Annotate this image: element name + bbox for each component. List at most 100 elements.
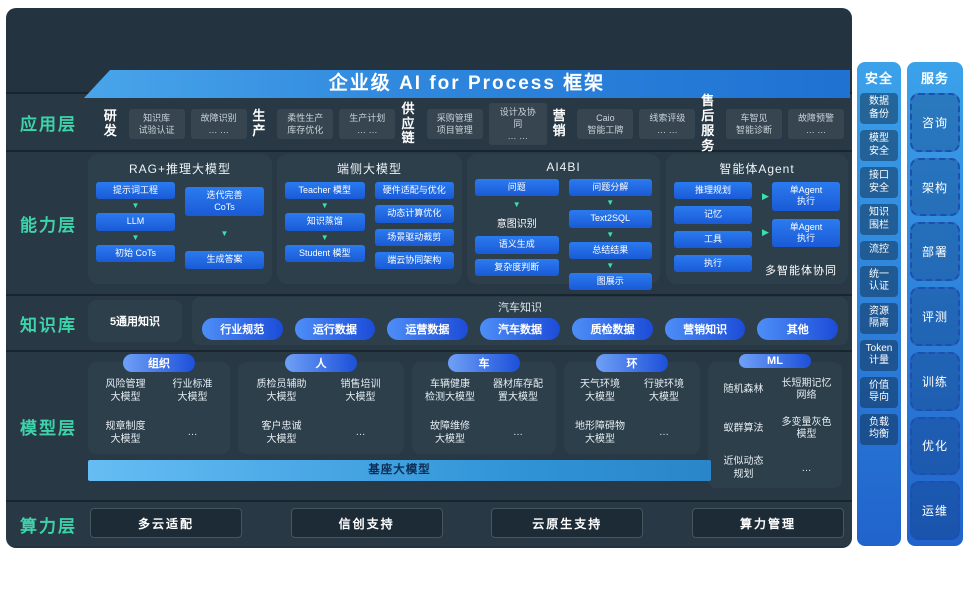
capability-box-rag: RAG+推理大模型 提示词工程 ▼ LLM ▼ 初始 CoTs 迭代完善 CoTs ▼ 生成… xyxy=(88,154,272,284)
model-group-header: ML xyxy=(739,354,811,368)
flow-step-box: 执行 xyxy=(674,254,752,272)
model-layer-row: 组织风险管理 大模型 行业标准 大模型规章制度 大模型 … 人质检员辅助 大模型 销售培… xyxy=(88,354,848,488)
flow-step-box: 端云协同架构 xyxy=(374,251,454,269)
app-item-chip: 故障识别 … … xyxy=(190,108,247,140)
foundation-model-bar: 基座大模型 xyxy=(88,460,711,481)
edge-right-list: 硬件适配与优化 动态计算优化 场景驱动裁剪 端云协同架构 xyxy=(374,182,454,274)
app-item-chip: 设计及协同 … … xyxy=(488,102,547,146)
app-item-chip: 线索评级 … … xyxy=(639,108,696,140)
model-item: 车辆健康 检测大模型 xyxy=(425,379,475,403)
security-item-chip: 统一 认证 xyxy=(860,265,898,297)
flow-step-box: 知识蒸馏 xyxy=(285,213,365,231)
app-group: 营销 Caio 智能工牌 线索评级 … … xyxy=(547,108,696,140)
model-group-box: 环天气环境 大模型 行驶环境 大模型 地形障碍物 大模型… xyxy=(564,354,700,454)
ai4bi-step: 问题 xyxy=(475,179,559,197)
service-item-chip: 训练 xyxy=(910,351,960,411)
app-group: 供应 链采购管理 项目管理 设计及协同 … … xyxy=(395,101,547,147)
layer-label-capability: 能力层 xyxy=(20,216,77,235)
agent-exec-row: ▶ 单Agent 执行 xyxy=(762,218,840,247)
model-item: 近似动态 规划 xyxy=(723,456,764,480)
flow-step-box: 迭代完善 CoTs xyxy=(185,187,264,216)
model-item: 客户忠诚 大模型 xyxy=(261,421,302,445)
security-sidebar: 安全 数据 备份 模型 安全 接口 安全 知识 围栏 流控 统一 认证 资源 隔离 Token… xyxy=(857,62,901,546)
service-item-chip: 咨询 xyxy=(910,93,960,152)
app-item-chip: 生产计划 … … xyxy=(339,108,396,140)
model-item: 长短期记忆 网络 xyxy=(781,377,832,402)
layer-label-knowledge: 知识库 xyxy=(20,316,77,335)
security-sidebar-header: 安全 xyxy=(864,71,893,86)
model-item: 质检员辅助 大模型 xyxy=(256,379,307,403)
model-item: 风险管理 大模型 xyxy=(105,379,146,403)
model-group-box: 人质检员辅助 大模型 销售培训 大模型 客户忠诚 大模型… xyxy=(238,354,404,454)
knowledge-pill: 营销知识 xyxy=(664,318,746,340)
capability-box-ai4bi: AI4BI 问题 ▼ 意图识别 语义生成 复杂度判断 问题分解 ▼ Text2SQL ▼ 总结结… xyxy=(467,154,660,290)
right-arrow-icon: ▶ xyxy=(762,227,769,238)
model-group-header: 环 xyxy=(596,354,668,372)
compute-box: 信创支持 xyxy=(290,508,443,538)
flow-step-box: Teacher 模型 xyxy=(285,182,365,200)
model-group-box: 组织风险管理 大模型 行业标准 大模型规章制度 大模型 … xyxy=(88,354,230,454)
flow-step-box: 推理规划 xyxy=(674,182,752,200)
model-item: … xyxy=(659,427,669,439)
model-group-box: ML 随机森林 长短期记忆 网络 蚁群算法 多变量灰色 模型 近似动态 规划… xyxy=(708,354,842,488)
edge-left-flow: Teacher 模型 ▼ 知识蒸馏 ▼ Student 模型 xyxy=(285,182,365,274)
ai4bi-right-flow: 问题分解 ▼ Text2SQL ▼ 总结结果 ▼ 图展示 xyxy=(568,179,652,290)
model-item: 规章制度 大模型 xyxy=(105,421,146,445)
app-item-chip: 车智见 智能诊断 xyxy=(726,108,783,140)
capability-layer-band xyxy=(6,150,852,294)
model-group-header: 车 xyxy=(448,354,520,372)
knowledge-pill: 运行数据 xyxy=(294,318,376,340)
down-arrow-icon: ▼ xyxy=(606,229,615,239)
knowledge-pill: 汽车数据 xyxy=(479,318,561,340)
down-arrow-icon: ▼ xyxy=(512,200,521,210)
model-item: … xyxy=(187,427,198,439)
capability-box-title: 智能体Agent xyxy=(719,162,795,176)
rag-left-flow: 提示词工程 ▼ LLM ▼ 初始 CoTs xyxy=(96,182,175,274)
knowledge-auto-title: 汽车知识 xyxy=(498,302,542,314)
knowledge-pill-row: 行业规范 运行数据 运营数据 汽车数据 质检数据 营销知识 其他 xyxy=(202,318,839,340)
compute-box: 云原生支持 xyxy=(491,508,644,538)
flow-step-box: LLM xyxy=(96,213,175,231)
model-item: 随机森林 xyxy=(723,383,764,395)
app-group-label: 营销 xyxy=(552,108,566,138)
down-arrow-icon: ▼ xyxy=(131,201,140,211)
layer-label-app: 应用层 xyxy=(20,115,77,134)
security-item-chip: 资源 隔离 xyxy=(860,302,898,334)
service-sidebar-header: 服务 xyxy=(920,71,949,86)
app-item-chip: 知识库 试验认证 xyxy=(128,108,185,140)
agent-right-list: ▶ 单Agent 执行 ▶ 单Agent 执行 多智能体协同 xyxy=(762,182,840,277)
model-grid: 随机森林 长短期记忆 网络 蚁群算法 多变量灰色 模型 近似动态 规划… xyxy=(708,362,842,488)
knowledge-auto-box: 汽车知识 行业规范 运行数据 运营数据 汽车数据 质检数据 营销知识 其他 xyxy=(192,297,848,345)
agent-left-list: 推理规划 记忆 工具 执行 xyxy=(674,182,752,274)
app-group: 售后 服务 车智见 智能诊断 故障预警 … … xyxy=(695,93,845,154)
right-arrow-icon: ▶ xyxy=(762,190,769,201)
model-item: … xyxy=(801,462,812,474)
flow-step-box: 单Agent 执行 xyxy=(771,218,840,247)
flow-step-box: 提示词工程 xyxy=(96,182,175,200)
service-item-chip: 部署 xyxy=(910,222,960,282)
app-group-label: 研发 xyxy=(103,108,117,138)
compute-box: 算力管理 xyxy=(691,508,844,538)
flow-step-box: 生成答案 xyxy=(185,251,264,269)
model-group-header: 组织 xyxy=(123,354,195,372)
model-grid: 天气环境 大模型 行驶环境 大模型 地形障碍物 大模型… xyxy=(564,362,700,454)
down-arrow-icon: ▼ xyxy=(320,232,329,242)
app-group: 研发 知识库 试验认证 故障识别 … … xyxy=(98,108,247,140)
model-item: 行业标准 大模型 xyxy=(172,379,213,403)
knowledge-general-box: 5通用知识 xyxy=(88,300,182,342)
service-item-chip: 评测 xyxy=(910,287,960,346)
app-group: 生产 柔性生产 库存优化 生产计划 … … xyxy=(247,108,396,140)
model-group-box: 车车辆健康 检测大模型 器材库存配 置大模型 故障维修 大模型… xyxy=(412,354,556,454)
security-item-chip: 价值 导向 xyxy=(860,376,898,408)
model-item: … xyxy=(513,427,523,439)
service-item-chip: 架构 xyxy=(910,157,960,217)
app-layer-row: 研发 知识库 试验认证 故障识别 … … 生产 柔性生产 库存优化 生产计划 … … 供应 … xyxy=(98,93,845,153)
compute-layer-band xyxy=(6,500,852,546)
agent-exec-row: ▶ 单Agent 执行 xyxy=(762,182,840,211)
flow-step-box: 图展示 xyxy=(568,272,652,290)
compute-box: 多云适配 xyxy=(90,508,242,538)
model-item: 器材库存配 置大模型 xyxy=(493,379,543,403)
security-item-chip: 模型 安全 xyxy=(860,130,898,161)
flow-step-box: 单Agent 执行 xyxy=(771,182,840,211)
